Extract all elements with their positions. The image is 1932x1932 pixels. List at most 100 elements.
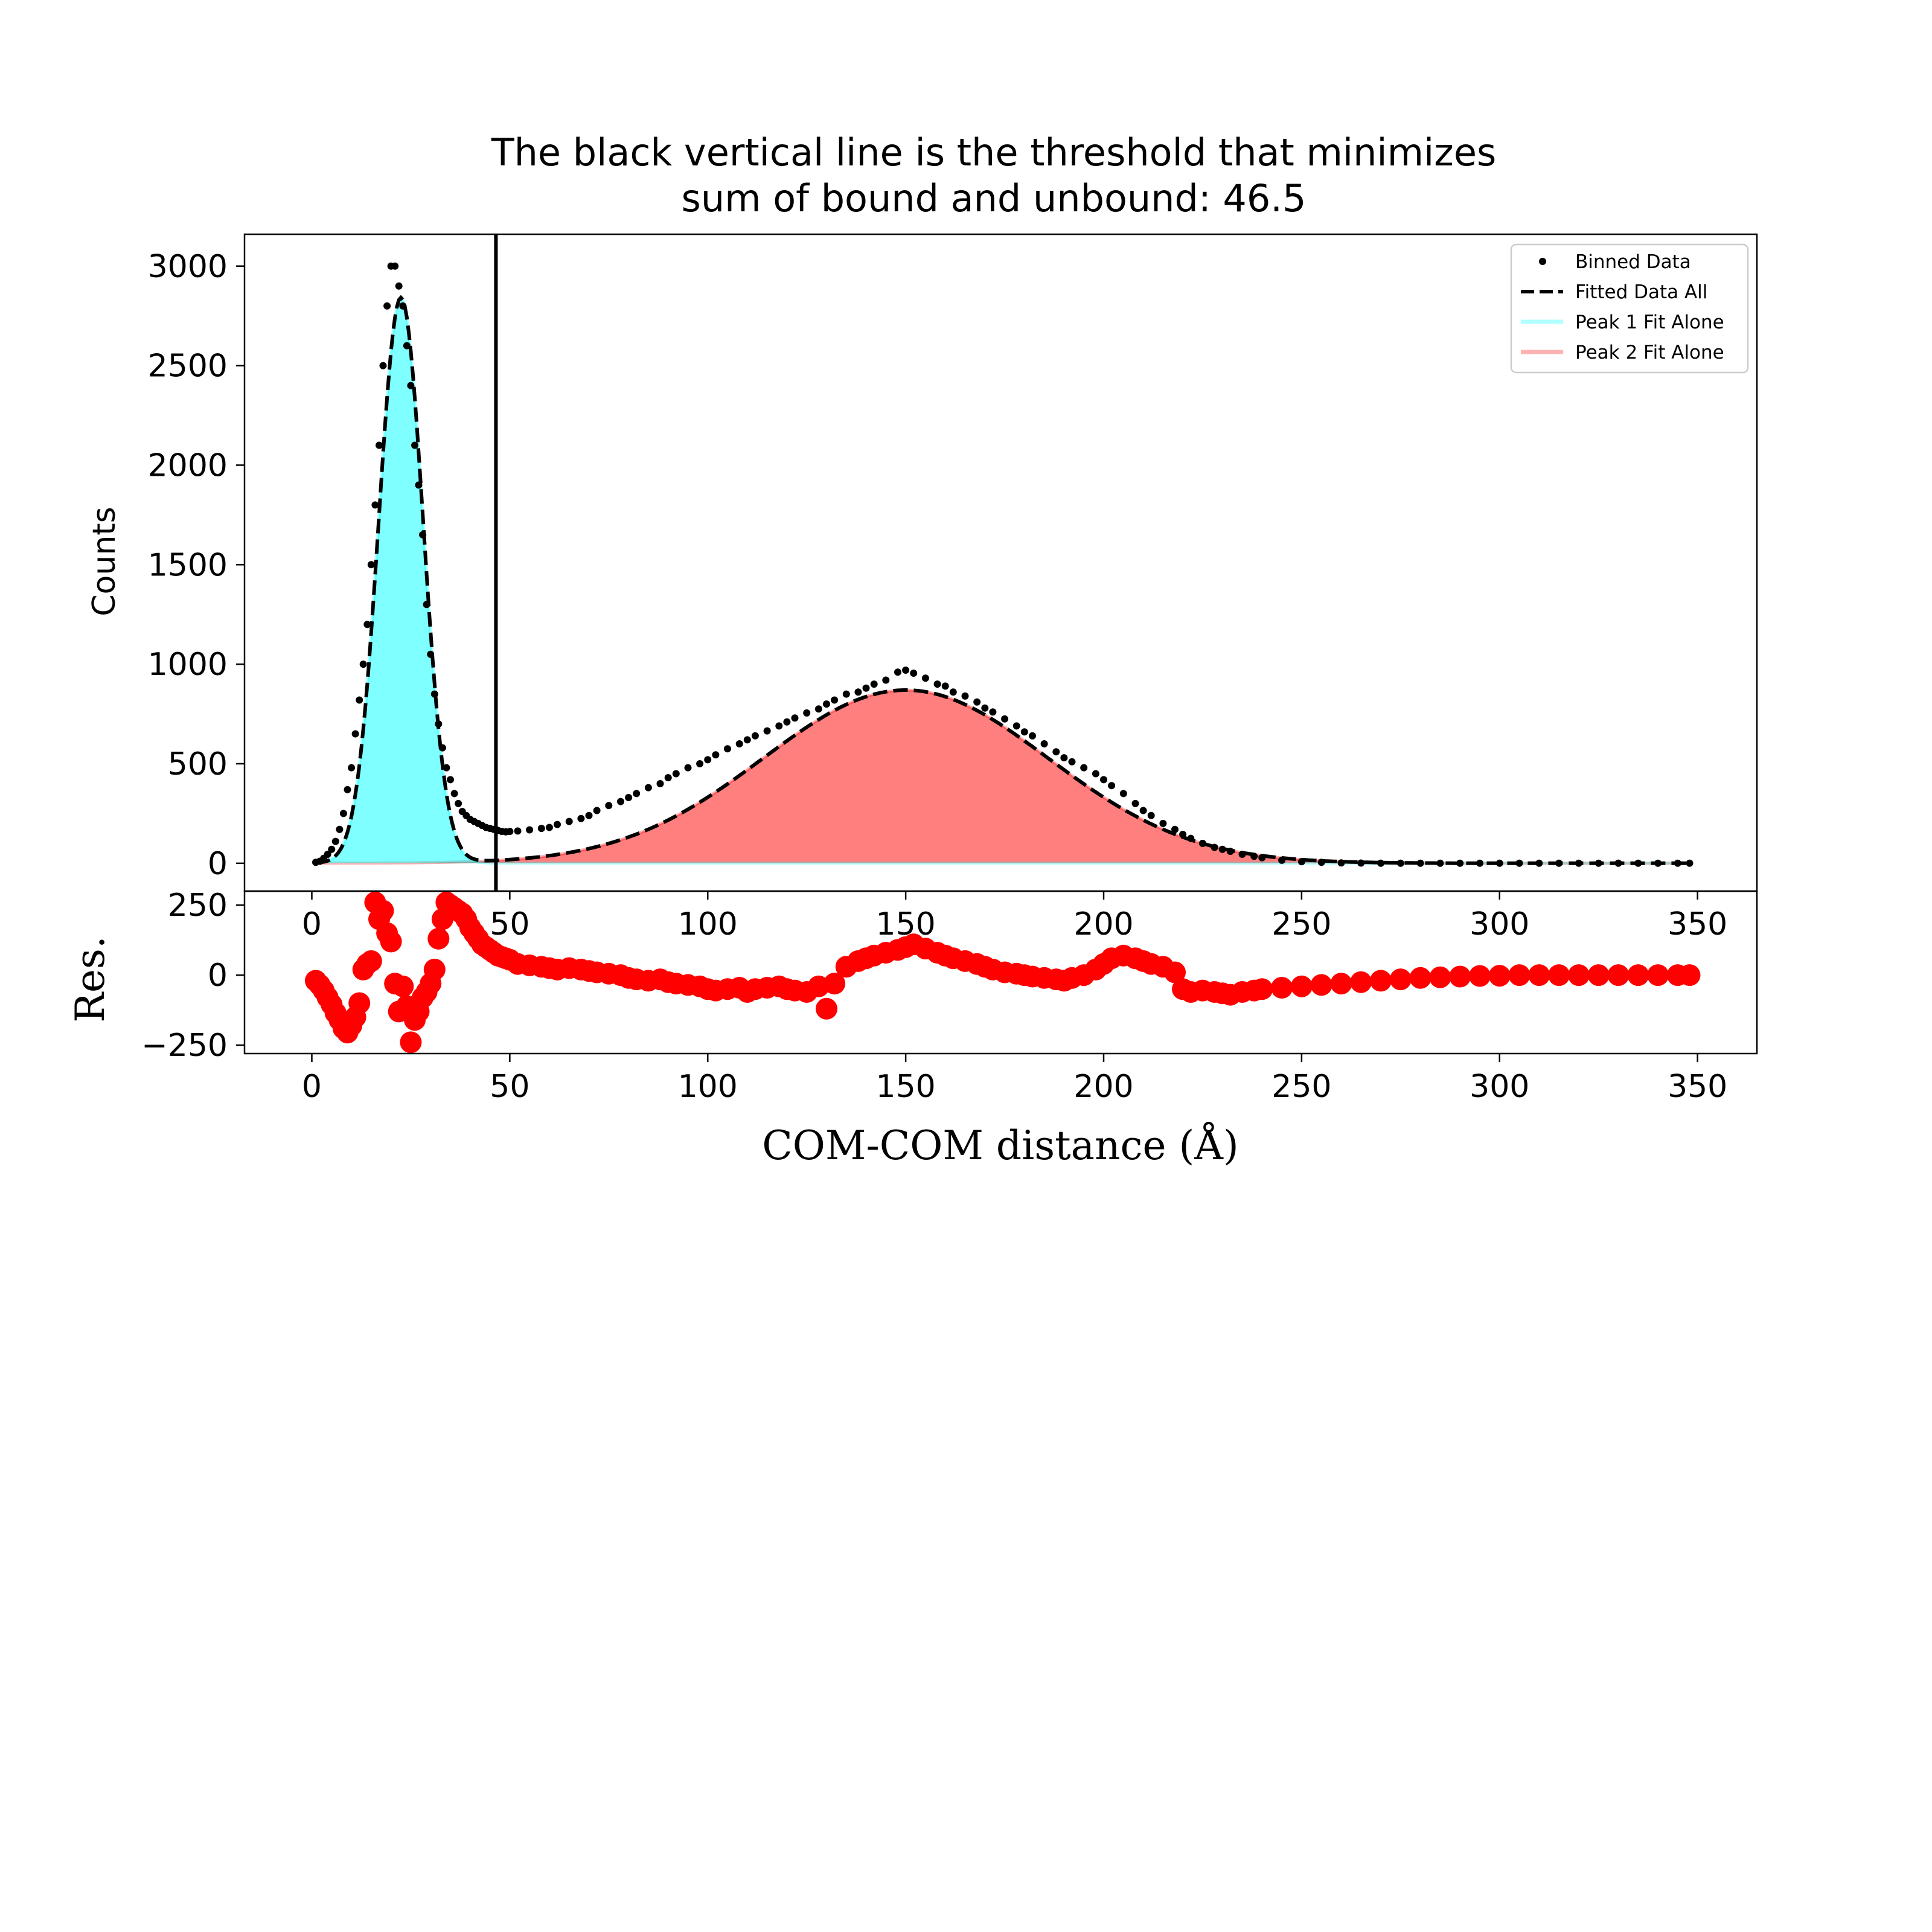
- binned-data-point: [1337, 859, 1345, 867]
- residual-x-tick-label: 300: [1470, 1069, 1529, 1105]
- binned-data-point: [585, 811, 593, 819]
- binned-data-point: [862, 684, 870, 692]
- residual-point: [1290, 975, 1313, 997]
- binned-data-point: [941, 682, 949, 690]
- binned-data-point: [526, 826, 534, 834]
- binned-data-point: [1317, 859, 1325, 866]
- residual-point: [348, 992, 371, 1014]
- binned-data-point: [427, 650, 435, 658]
- binned-data-point: [379, 362, 387, 369]
- residual-point: [1271, 977, 1293, 999]
- binned-data-point: [1535, 859, 1543, 867]
- residual-point: [1647, 964, 1669, 987]
- residual-point: [1607, 964, 1630, 987]
- residual-point: [1370, 970, 1392, 992]
- y-tick-label: 1500: [148, 547, 228, 583]
- binned-data-point: [399, 302, 407, 310]
- binned-data-point: [664, 774, 672, 782]
- binned-data-point: [376, 441, 383, 449]
- binned-data-point: [1179, 831, 1187, 838]
- binned-data-point: [831, 696, 839, 704]
- binned-data-point: [1575, 859, 1582, 867]
- binned-data-point: [1396, 859, 1404, 867]
- binned-data-point: [1171, 825, 1179, 833]
- binned-data-point: [724, 745, 731, 753]
- binned-data-point: [656, 780, 664, 787]
- binned-data-point: [1476, 859, 1483, 867]
- binned-data-point: [545, 824, 553, 831]
- y-tick-label: 0: [208, 846, 228, 882]
- residual-axes-frame: [243, 890, 1758, 1055]
- binned-data-point: [1040, 740, 1048, 747]
- binned-data-point: [403, 342, 411, 350]
- binned-data-point: [902, 667, 910, 674]
- binned-data-point: [704, 756, 712, 764]
- residual-y-tick-label: 0: [208, 958, 228, 994]
- binned-data-point: [1297, 858, 1305, 866]
- binned-data-point: [411, 441, 418, 449]
- binned-data-point: [324, 851, 331, 858]
- binned-data-point: [933, 680, 941, 688]
- binned-data-point: [1159, 819, 1167, 827]
- residual-point: [1429, 966, 1451, 988]
- binned-data-point: [1068, 758, 1076, 766]
- binned-data-point: [363, 621, 371, 629]
- binned-data-point: [1226, 848, 1234, 856]
- residual-x-tick-label: 100: [678, 1069, 738, 1105]
- residual-point: [1508, 964, 1531, 987]
- legend-label: Binned Data: [1575, 251, 1691, 273]
- chart-title-line-1: The black vertical line is the threshold…: [491, 130, 1497, 174]
- binned-data-point: [961, 692, 969, 700]
- binned-data-point: [1218, 845, 1226, 853]
- y-tick-label: 3000: [148, 249, 228, 285]
- binned-data-point: [359, 661, 367, 668]
- binned-data-point: [1495, 859, 1503, 867]
- binned-data-point: [554, 820, 561, 828]
- residual-y-axis-label: Res.: [67, 936, 114, 1023]
- x-tick-label: 50: [490, 906, 529, 942]
- binned-data-point: [1357, 859, 1365, 867]
- binned-data-point: [344, 785, 351, 793]
- legend-box: [1510, 243, 1749, 374]
- binned-data-point: [1595, 859, 1602, 867]
- residual-point: [1350, 971, 1372, 993]
- residual-point: [372, 900, 394, 922]
- binned-data-point: [537, 825, 545, 833]
- binned-data-point: [1029, 732, 1036, 740]
- residual-point: [1528, 964, 1550, 987]
- binned-data-point: [1250, 852, 1258, 860]
- peak-2-fill: [316, 690, 1690, 863]
- legend-label: Fitted Data All: [1575, 281, 1707, 303]
- binned-data-point: [1555, 859, 1563, 867]
- residual-point: [1164, 961, 1186, 984]
- residual-point: [816, 997, 837, 1020]
- binned-data-point: [823, 700, 830, 708]
- binned-data-point: [1515, 859, 1523, 867]
- binned-data-point: [1614, 859, 1622, 867]
- legend-label: Peak 2 Fit Alone: [1575, 342, 1724, 363]
- binned-data-point: [894, 668, 901, 676]
- binned-data-point: [605, 802, 613, 810]
- binned-data-point: [506, 828, 514, 836]
- residual-point: [1567, 964, 1590, 987]
- binned-data-point: [447, 776, 454, 784]
- binned-data-point: [882, 676, 890, 684]
- y-tick-label: 500: [168, 746, 228, 782]
- residual-y-tick-label: −250: [141, 1028, 228, 1064]
- binned-data-point: [565, 817, 573, 825]
- binned-data-point: [415, 481, 423, 489]
- binned-data-point: [450, 790, 458, 798]
- binned-data-point: [910, 670, 918, 677]
- binned-data-point: [973, 698, 981, 706]
- binned-data-point: [1238, 851, 1246, 858]
- residual-point: [1678, 964, 1701, 987]
- binned-data-point: [593, 807, 601, 814]
- chart-title-line-2: sum of bound and unbound: 46.5: [682, 176, 1307, 220]
- binned-data-point: [395, 282, 403, 290]
- y-axis-label: Counts: [86, 507, 123, 616]
- binned-data-point: [1020, 728, 1028, 736]
- legend-label: Peak 1 Fit Alone: [1575, 312, 1724, 333]
- binned-data-point: [1060, 754, 1068, 762]
- binned-data-point: [625, 794, 633, 801]
